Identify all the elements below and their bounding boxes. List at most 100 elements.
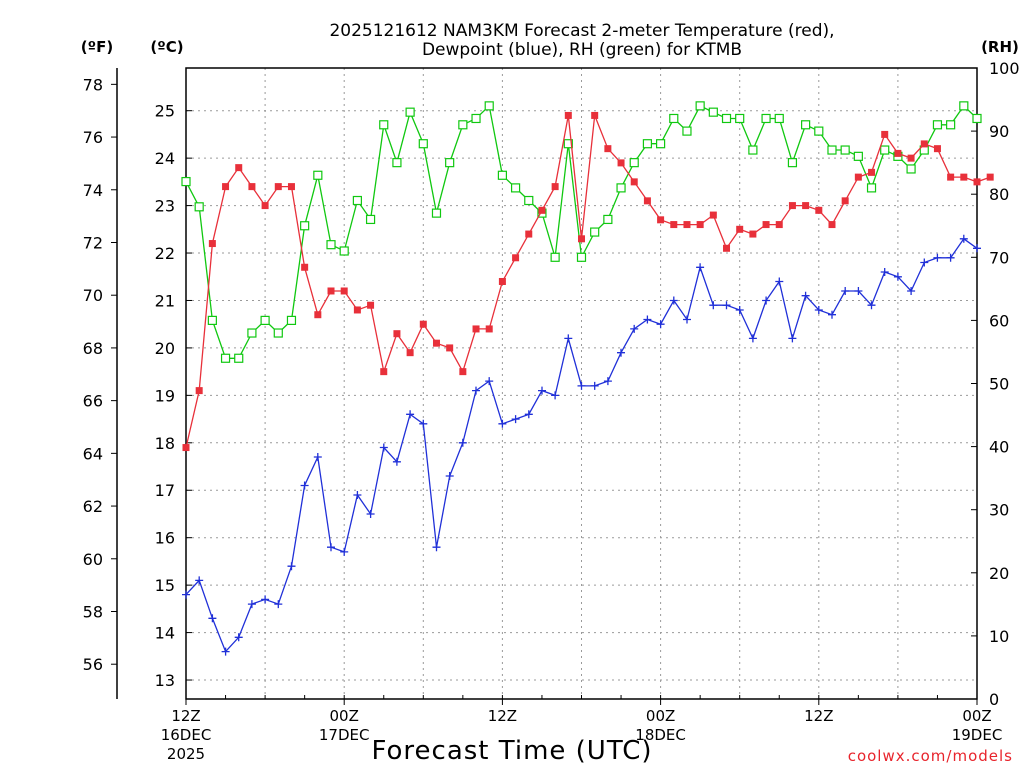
celsius-unit-label: (ºC)	[150, 38, 183, 56]
temperature-point	[393, 330, 401, 338]
temperature-point	[208, 240, 216, 248]
temperature-point	[775, 221, 783, 229]
dewpoint-point	[195, 576, 204, 585]
temperature-point	[696, 221, 704, 229]
dewpoint-point	[696, 263, 705, 272]
dewpoint-point	[221, 647, 230, 656]
dewpoint-point	[208, 614, 217, 623]
celsius-tick-label: 14	[155, 624, 175, 643]
rh-point	[972, 113, 982, 124]
rh-point	[207, 315, 217, 325]
temperature-point	[683, 221, 691, 229]
rh-point	[735, 113, 745, 124]
rh-point	[260, 315, 270, 325]
fahrenheit-tick-label: 76	[83, 128, 103, 147]
rh-tick-label: 0	[989, 690, 999, 709]
temperature-point	[630, 178, 638, 186]
rh-tick-label: 10	[989, 627, 1009, 646]
fahrenheit-tick-label: 64	[83, 444, 103, 463]
dewpoint-point	[524, 410, 533, 419]
rh-point	[801, 120, 811, 130]
temperature-point	[472, 325, 480, 333]
dewpoint-point	[643, 315, 652, 324]
x-tick-date-label: 17DEC	[319, 726, 370, 744]
temperature-point	[314, 311, 322, 319]
rh-point	[181, 176, 191, 187]
temperature-point	[762, 221, 770, 229]
rh-point	[510, 183, 521, 193]
dewpoint-point	[445, 472, 454, 480]
rh-point	[590, 227, 600, 237]
fahrenheit-tick-label: 60	[83, 550, 103, 569]
rh-point	[748, 145, 758, 155]
temperature-point	[868, 168, 876, 176]
data-series	[181, 101, 994, 656]
rh-point	[616, 183, 626, 193]
fahrenheit-tick-label: 58	[83, 602, 103, 621]
celsius-tick-label: 17	[155, 481, 175, 500]
rh-tick-label: 80	[989, 185, 1009, 204]
temperature-point	[419, 320, 427, 328]
dewpoint-point	[946, 253, 955, 262]
rh-tick-label: 100	[989, 59, 1020, 78]
rh-point	[458, 120, 468, 130]
temperature-point	[222, 183, 230, 191]
rh-point	[431, 208, 442, 218]
celsius-tick-label: 13	[155, 671, 175, 690]
rh-point	[840, 145, 850, 155]
temperature-point	[446, 344, 454, 352]
celsius-tick-label: 25	[155, 102, 175, 121]
rh-point	[405, 107, 415, 117]
dewpoint-point	[564, 334, 573, 343]
temperature-point	[960, 173, 968, 181]
dewpoint-point	[485, 377, 494, 386]
rh-unit-label: (RH)	[981, 38, 1019, 56]
rh-point	[379, 120, 389, 130]
temperature-point	[551, 183, 559, 191]
dewpoint-point	[867, 301, 876, 310]
rh-point	[642, 139, 653, 149]
temperature-point	[274, 183, 282, 191]
temperature-point	[459, 368, 467, 376]
celsius-tick-label: 18	[155, 434, 175, 453]
temperature-point	[182, 444, 190, 452]
rh-point	[247, 328, 257, 338]
rh-point	[194, 202, 204, 212]
temperature-point	[287, 183, 295, 191]
dewpoint-point	[893, 272, 902, 281]
dewpoint-point	[973, 244, 981, 253]
temperature-point	[578, 235, 585, 243]
temperature-point	[920, 140, 928, 148]
temperature-point	[986, 173, 994, 181]
rh-point	[761, 113, 771, 124]
dewpoint-point	[300, 481, 309, 490]
rh-point	[563, 139, 573, 149]
temperature-point	[380, 368, 388, 376]
temperature-line	[185, 115, 991, 448]
fahrenheit-tick-label: 72	[83, 233, 103, 252]
x-tick-label: 12Z	[804, 707, 833, 725]
temperature-point	[235, 164, 243, 172]
rh-point	[352, 195, 362, 206]
x-axis-title: Forecast Time (UTC)	[371, 736, 652, 766]
x-tick-label: 00Z	[330, 707, 359, 725]
fahrenheit-tick-label: 66	[83, 392, 103, 411]
dewpoint-point	[313, 453, 322, 461]
rh-point	[471, 113, 481, 124]
dewpoint-point	[617, 348, 625, 357]
rh-tick-label: 90	[989, 122, 1009, 141]
rh-point	[906, 164, 916, 174]
rh-point	[339, 246, 349, 256]
rh-point	[959, 101, 969, 111]
dewpoint-point	[920, 258, 929, 267]
temperature-point	[643, 197, 651, 205]
rh-point	[787, 158, 798, 168]
dewpoint-point	[590, 381, 599, 390]
dewpoint-point	[406, 410, 415, 419]
temperature-point	[657, 216, 665, 224]
fahrenheit-tick-label: 68	[83, 339, 103, 358]
temperature-point	[907, 154, 915, 162]
temperature-point	[617, 159, 625, 167]
rh-point	[484, 101, 494, 111]
temperature-point	[894, 149, 902, 157]
